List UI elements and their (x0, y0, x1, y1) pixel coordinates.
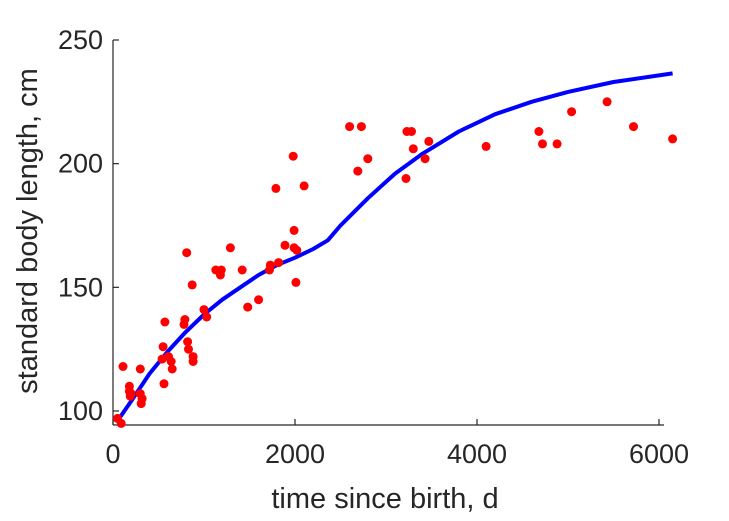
data-point (407, 127, 416, 136)
data-point (668, 134, 678, 144)
y-tick-label: 100 (58, 396, 103, 426)
data-point (184, 344, 193, 354)
data-point (199, 305, 209, 315)
data-point (401, 174, 411, 183)
data-point (538, 139, 547, 149)
data-point (183, 337, 193, 347)
data-point (289, 225, 299, 235)
data-point (299, 181, 309, 191)
data-point (126, 389, 136, 399)
fit-curve-series (115, 71, 673, 423)
x-axis-label: time since birth, d (271, 483, 498, 515)
x-axis: 0 2000 4000 6000 (105, 419, 689, 469)
y-tick-label: 250 (58, 25, 103, 55)
y-tick-label: 150 (58, 272, 103, 302)
x-tick-label: 6000 (629, 439, 689, 469)
data-point (353, 166, 363, 176)
data-point (158, 342, 168, 352)
data-point (167, 364, 177, 374)
data-point (424, 136, 434, 146)
data-point (243, 302, 253, 312)
plot-area: 100 150 200 250 0 2000 4000 6000 (58, 25, 689, 469)
data-point (137, 394, 147, 404)
data-point (216, 265, 226, 275)
x-tick-label: 2000 (265, 439, 325, 469)
data-point (159, 379, 169, 389)
data-point (280, 240, 290, 250)
fit-curve-line (115, 71, 673, 423)
data-point (420, 154, 430, 164)
data-point (356, 122, 366, 132)
data-point (534, 127, 544, 136)
data-point (166, 357, 176, 366)
x-tick-label: 0 (105, 439, 120, 469)
data-point (602, 97, 612, 107)
data-point (291, 277, 301, 287)
data-point (363, 154, 373, 164)
y-axis: 100 150 200 250 (58, 25, 119, 426)
data-point (202, 312, 212, 322)
data-point (292, 245, 302, 255)
data-points-series (113, 97, 678, 428)
data-point (345, 122, 355, 132)
data-point (160, 317, 170, 327)
y-tick-label: 200 (58, 149, 103, 179)
data-point (629, 122, 638, 132)
data-point (180, 315, 190, 324)
data-point (288, 151, 298, 161)
data-point (274, 258, 284, 268)
data-point (237, 265, 247, 275)
data-point (567, 107, 577, 117)
data-point (187, 280, 197, 290)
data-point (265, 260, 275, 270)
data-point (188, 357, 198, 366)
data-point (116, 418, 126, 428)
data-point (254, 295, 264, 305)
y-axis-label: standard body length, cm (12, 68, 44, 394)
data-point (182, 248, 192, 258)
data-point (552, 139, 562, 149)
data-point (481, 141, 491, 151)
data-point (135, 364, 145, 374)
x-tick-label: 4000 (447, 439, 507, 469)
data-point (225, 243, 235, 253)
data-point (408, 144, 418, 154)
data-point (118, 362, 128, 371)
data-point (271, 183, 281, 193)
